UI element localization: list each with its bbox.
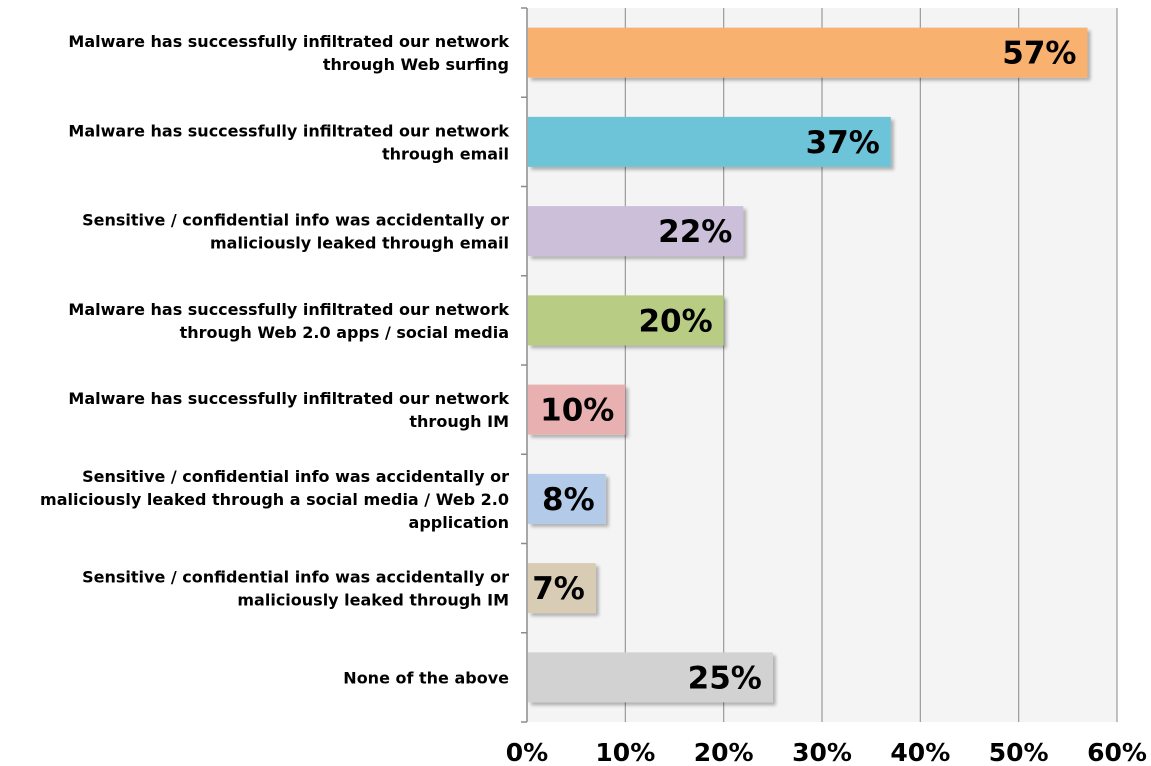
data-label: 22% [658,214,732,250]
category-label-line: Malware has successfully infiltrated our… [68,121,509,140]
category-label-line: Sensitive / confidential info was accide… [82,467,509,486]
category-label-line: maliciously leaked through a social medi… [40,490,509,509]
bar [528,384,626,435]
category-label: Sensitive / confidential info was accide… [82,568,509,610]
data-label: 37% [806,125,880,161]
data-label: 8% [542,482,595,518]
category-label: Malware has successfully infiltrated our… [68,121,509,163]
category-label: Sensitive / confidential info was accide… [82,211,509,253]
category-label: Malware has successfully infiltrated our… [68,300,509,342]
bar [528,473,606,524]
category-labels: Malware has successfully infiltrated our… [40,32,509,687]
data-labels: 57% 37% 22% 20% 10% 8% 7% 25% [532,36,1076,697]
bar [528,206,744,257]
data-label: 57% [1002,36,1076,72]
x-tick-label: 60% [1087,738,1147,766]
category-label-line: through IM [409,412,509,431]
data-label: 20% [638,303,712,339]
data-label: 25% [688,660,762,696]
data-label: 10% [540,393,614,429]
data-label: 7% [532,571,585,607]
bar [528,295,724,346]
category-label-line: through email [382,144,509,163]
category-label-line: maliciously leaked through IM [237,591,509,610]
bar [528,116,891,167]
category-label-line: Malware has successfully infiltrated our… [68,32,509,51]
category-label: None of the above [343,668,509,687]
x-axis-tick-labels: 0% 10% 20% 30% 40% 50% 60% [506,738,1147,766]
category-label-line: Sensitive / confidential info was accide… [82,211,509,230]
category-label-line: Malware has successfully infiltrated our… [68,389,509,408]
category-label-line: through Web 2.0 apps / social media [180,323,509,342]
bar [528,652,773,703]
x-tick-label: 10% [595,738,655,766]
category-label-line: through Web surfing [323,55,509,74]
category-label-line: maliciously leaked through email [210,234,509,253]
bar [528,27,1088,78]
category-label-line: Sensitive / confidential info was accide… [82,568,509,587]
y-axis [521,7,528,723]
bars [528,27,1088,703]
x-tick-label: 20% [694,738,754,766]
category-label: Malware has successfully infiltrated our… [68,32,509,74]
x-tick-label: 0% [506,738,548,766]
x-tick-label: 30% [792,738,852,766]
x-tick-label: 40% [890,738,950,766]
x-tick-label: 50% [989,738,1049,766]
category-label-line: application [409,513,509,532]
category-label-line: Malware has successfully infiltrated our… [68,300,509,319]
category-label: Malware has successfully infiltrated our… [68,389,509,431]
category-label-line: None of the above [343,668,509,687]
category-label: Sensitive / confidential info was accide… [40,467,509,532]
bar [528,563,596,614]
